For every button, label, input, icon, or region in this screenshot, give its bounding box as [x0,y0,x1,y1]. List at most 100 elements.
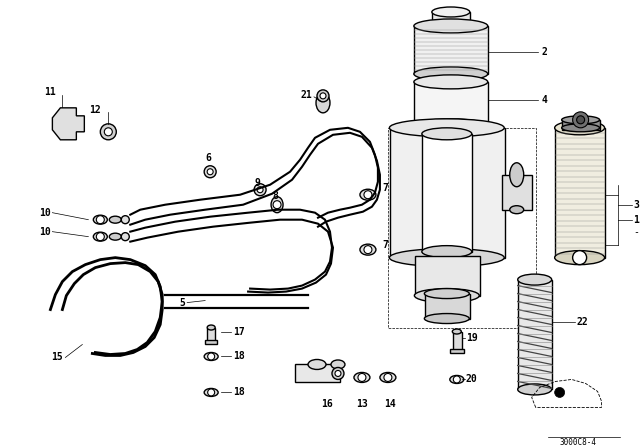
Bar [450,349,464,353]
Bar [555,128,605,258]
Text: 6: 6 [205,153,211,163]
Text: 19: 19 [466,332,477,343]
Ellipse shape [555,250,605,265]
Ellipse shape [432,21,470,31]
Circle shape [204,166,216,178]
Ellipse shape [271,197,283,213]
Circle shape [573,112,589,128]
Circle shape [273,201,281,209]
Ellipse shape [414,67,488,81]
Ellipse shape [518,384,552,395]
Circle shape [335,370,341,376]
Ellipse shape [562,116,600,124]
Polygon shape [52,108,84,140]
Bar [425,293,470,319]
Circle shape [317,90,329,102]
Bar [388,128,536,327]
Text: 10: 10 [38,208,51,218]
Text: 3000C8-4: 3000C8-4 [559,438,596,447]
Bar [205,340,217,344]
Text: 18: 18 [233,388,245,397]
Ellipse shape [204,388,218,396]
Text: 2: 2 [541,47,548,57]
Ellipse shape [450,375,464,383]
Text: 22: 22 [577,317,588,327]
Circle shape [65,115,72,122]
Text: 12: 12 [90,105,101,115]
Text: 7: 7 [382,183,388,193]
Bar [453,332,462,352]
Bar [207,327,215,341]
Text: 18: 18 [233,352,245,362]
Ellipse shape [432,7,470,17]
Text: 16: 16 [321,400,333,409]
Ellipse shape [509,163,524,187]
Circle shape [384,374,392,381]
Text: 1: 1 [634,215,639,225]
Circle shape [257,187,263,193]
Ellipse shape [414,75,488,89]
Circle shape [122,215,129,224]
Ellipse shape [389,119,504,137]
Text: -: - [634,227,639,237]
Ellipse shape [93,215,108,224]
Ellipse shape [316,93,330,113]
Circle shape [104,128,112,136]
Circle shape [207,169,213,175]
Text: 20: 20 [466,375,477,384]
Circle shape [100,124,116,140]
Ellipse shape [509,206,524,214]
Circle shape [320,93,326,99]
Text: 5: 5 [179,297,185,308]
Text: 17: 17 [233,327,245,336]
Circle shape [207,353,214,360]
Text: 15: 15 [52,353,63,362]
Ellipse shape [424,289,469,298]
Bar [518,280,552,389]
Circle shape [97,233,104,241]
Ellipse shape [555,121,605,135]
Ellipse shape [414,19,488,33]
Ellipse shape [360,244,376,255]
Ellipse shape [562,124,600,132]
Circle shape [97,215,104,224]
Circle shape [358,374,366,381]
Ellipse shape [424,314,469,323]
Ellipse shape [414,289,479,302]
Text: 14: 14 [384,400,396,409]
Bar [414,26,488,74]
Circle shape [65,125,72,132]
Ellipse shape [109,233,122,240]
Bar [502,175,532,210]
Circle shape [207,389,214,396]
Text: 8: 8 [272,191,278,201]
Circle shape [577,116,584,124]
Text: 3: 3 [634,200,639,210]
Ellipse shape [109,216,122,223]
Text: 13: 13 [356,400,368,409]
Ellipse shape [354,372,370,383]
Ellipse shape [414,119,488,133]
Circle shape [573,250,587,265]
Ellipse shape [518,274,552,285]
Circle shape [254,184,266,196]
Text: 21: 21 [300,90,312,100]
Ellipse shape [331,360,345,369]
Ellipse shape [308,359,326,370]
Ellipse shape [389,249,504,267]
Circle shape [122,233,129,241]
Text: 7: 7 [382,240,388,250]
Ellipse shape [380,372,396,383]
Ellipse shape [207,325,215,330]
Circle shape [555,388,564,397]
Ellipse shape [422,246,472,258]
Text: 10: 10 [38,227,51,237]
Ellipse shape [204,353,218,361]
Bar [432,12,470,26]
Ellipse shape [422,128,472,140]
Circle shape [364,246,372,254]
Circle shape [364,191,372,199]
Bar [415,256,480,296]
Circle shape [332,367,344,379]
Text: 9: 9 [254,178,260,188]
